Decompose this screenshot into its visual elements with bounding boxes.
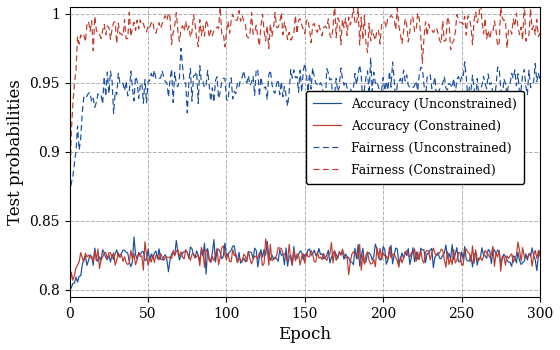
Fairness (Constrained) [272,10,278,15]
Fairness (Unconstrained) [258,75,264,79]
Fairness (Unconstrained) [389,60,396,64]
Fairness (Constrained) [436,38,443,42]
Fairness (Unconstrained) [273,81,280,85]
Y-axis label: Test probabilities: Test probabilities [7,79,24,225]
Fairness (Unconstrained) [464,96,471,100]
Accuracy (Unconstrained) [503,258,510,262]
Accuracy (Constrained) [438,247,445,251]
Line: Fairness (Unconstrained): Fairness (Unconstrained) [70,48,540,195]
Fairness (Unconstrained) [536,78,543,82]
Fairness (Unconstrained) [178,46,184,50]
Fairness (Constrained) [463,33,470,37]
Fairness (Constrained) [388,13,394,18]
Accuracy (Constrained) [256,250,263,254]
Accuracy (Unconstrained) [130,235,137,239]
Fairness (Unconstrained) [503,93,510,97]
Fairness (Constrained) [503,46,510,50]
Accuracy (Unconstrained) [438,257,445,261]
X-axis label: Epoch: Epoch [278,326,332,343]
Fairness (Constrained) [536,31,543,35]
Accuracy (Constrained) [67,286,73,290]
Accuracy (Unconstrained) [67,288,73,293]
Fairness (Unconstrained) [438,84,445,89]
Line: Fairness (Constrained): Fairness (Constrained) [70,0,540,193]
Fairness (Constrained) [477,0,484,2]
Accuracy (Constrained) [273,253,280,257]
Fairness (Constrained) [67,191,73,195]
Accuracy (Unconstrained) [536,248,543,253]
Fairness (Unconstrained) [67,193,73,197]
Accuracy (Unconstrained) [389,262,396,266]
Accuracy (Constrained) [389,253,396,257]
Accuracy (Constrained) [503,254,510,258]
Line: Accuracy (Constrained): Accuracy (Constrained) [70,239,540,288]
Accuracy (Constrained) [464,251,471,255]
Fairness (Constrained) [256,44,263,48]
Legend: Accuracy (Unconstrained), Accuracy (Constrained), Fairness (Unconstrained), Fair: Accuracy (Unconstrained), Accuracy (Cons… [306,91,524,184]
Accuracy (Unconstrained) [464,259,471,263]
Accuracy (Constrained) [262,237,269,241]
Accuracy (Unconstrained) [273,257,280,261]
Accuracy (Unconstrained) [258,247,264,252]
Line: Accuracy (Unconstrained): Accuracy (Unconstrained) [70,237,540,290]
Accuracy (Constrained) [536,254,543,258]
